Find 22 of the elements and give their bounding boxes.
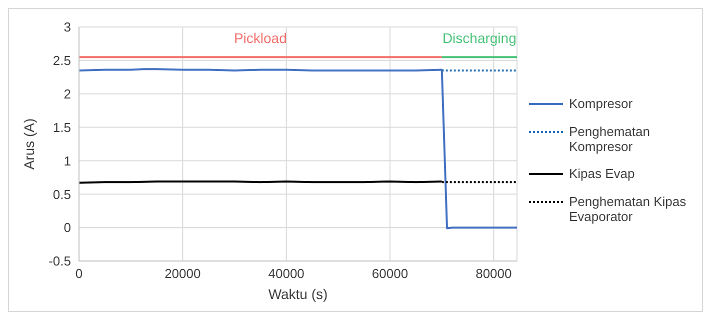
x-tick-label: 20000 <box>164 266 201 282</box>
legend-label: Kipas Evap <box>569 166 635 181</box>
y-tick-label: 2 <box>64 86 71 102</box>
x-tick-label: 80000 <box>476 266 512 282</box>
y-tick-label: 2.5 <box>52 53 71 68</box>
annotation: Discharging <box>442 30 516 46</box>
y-tick-label: 1.5 <box>52 120 71 135</box>
x-tick-label: 0 <box>75 266 83 282</box>
x-tick-label: 40000 <box>268 266 304 282</box>
x-axis-title: Waktu (s) <box>268 286 328 302</box>
y-axis-title: Arus (A) <box>20 118 37 170</box>
y-tick-label: 0 <box>64 220 71 236</box>
x-tick-label: 60000 <box>372 266 408 282</box>
y-tick-label: -0.5 <box>48 254 71 269</box>
y-tick-label: 1 <box>64 153 71 168</box>
y-tick-label: 3 <box>64 20 71 35</box>
y-tick-label: 0.5 <box>52 186 71 202</box>
annotation: Pickload <box>234 30 287 46</box>
legend-label: Kompresor <box>569 96 633 111</box>
line-series <box>79 68 517 230</box>
legend-label: Penghematan Kipas Evaporator <box>569 194 688 224</box>
legend-label: Penghematan Kompresor <box>569 124 651 154</box>
